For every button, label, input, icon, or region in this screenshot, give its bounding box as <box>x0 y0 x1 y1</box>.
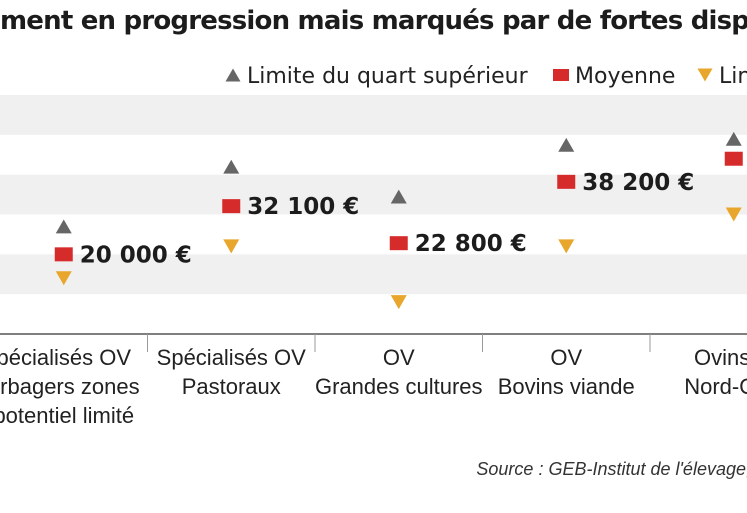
data-label-mean: 32 100 € <box>247 194 359 220</box>
category-label: pécialisés OV erbagers zones potentiel lim… <box>0 345 140 428</box>
point-mean <box>54 247 73 262</box>
grid-band <box>0 254 747 295</box>
point-lower-quartile <box>558 239 575 254</box>
grid-bands <box>0 95 747 295</box>
grid-band <box>0 95 747 135</box>
category-label: OV Bovins viande <box>498 345 635 399</box>
category-label: Spécialisés OV Pastoraux <box>157 345 307 399</box>
point-lower-quartile <box>390 295 407 310</box>
point-mean <box>222 199 241 214</box>
legend: Limite du quart supérieur Moyenne Lin <box>225 64 747 89</box>
point-lower-quartile <box>55 271 72 286</box>
point-mean <box>557 174 576 189</box>
point-upper-quartile <box>558 137 575 152</box>
point-lower-quartile <box>223 239 240 254</box>
point-upper-quartile <box>725 131 742 146</box>
point-mean <box>724 151 743 166</box>
point-lower-quartile <box>725 207 742 222</box>
point-mean <box>389 236 408 251</box>
legend-marker-upper <box>225 68 241 82</box>
point-upper-quartile <box>390 189 407 204</box>
category-labels: pécialisés OV erbagers zones potentiel lim… <box>0 345 747 428</box>
legend-label-upper: Limite du quart supérieur <box>247 64 529 89</box>
legend-marker-lower <box>697 68 713 82</box>
data-label-mean: 38 200 € <box>582 170 694 196</box>
source-note: Source : GEB-Institut de l'élevage, <box>476 459 747 479</box>
legend-label-mean: Moyenne <box>575 64 675 89</box>
x-axis <box>0 333 747 352</box>
point-upper-quartile <box>223 159 240 174</box>
category-label: OV Grandes cultures <box>315 345 483 399</box>
chart-title: ment en progression mais marqués par de … <box>0 6 747 36</box>
grid-band <box>0 174 747 215</box>
point-upper-quartile <box>55 219 72 234</box>
data-label-mean: 22 800 € <box>415 231 527 257</box>
legend-marker-mean <box>553 69 569 81</box>
data-label-mean: 20 000 € <box>80 242 192 268</box>
category-label: Ovins laNord-Occi <box>684 345 747 399</box>
data-marks: 20 000 €32 100 €22 800 €38 200 €4 <box>54 131 743 310</box>
legend-label-lower: Lin <box>719 64 747 89</box>
